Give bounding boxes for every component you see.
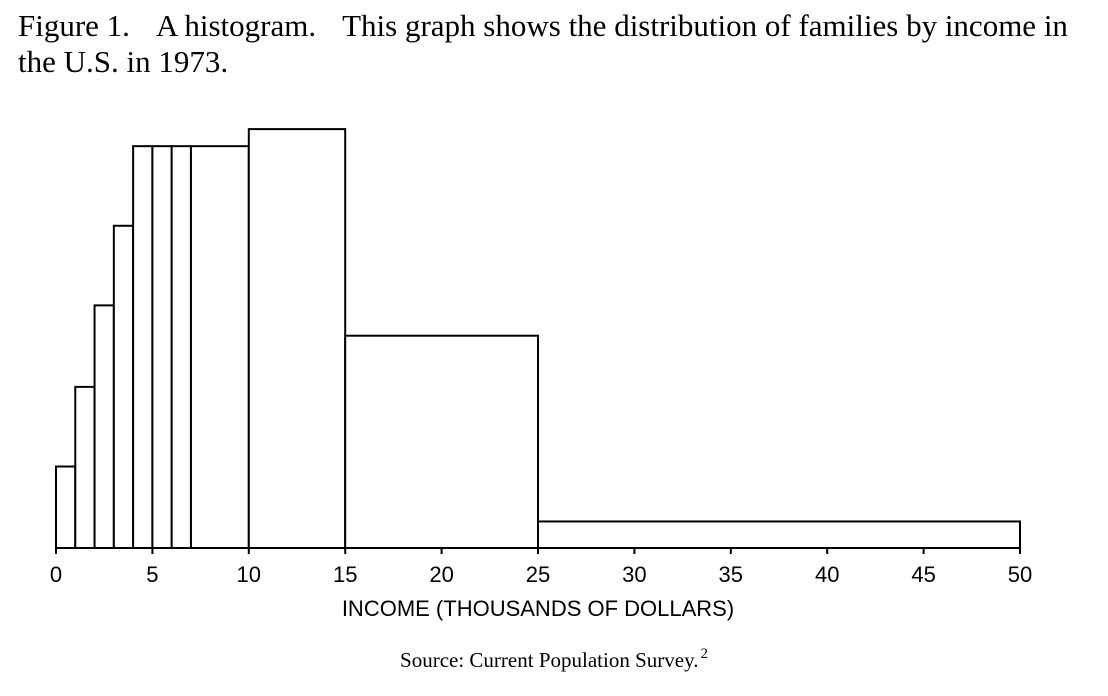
figure-caption-title: A histogram.	[155, 8, 317, 43]
histogram-bar-0-1	[55, 465, 77, 549]
x-tick-label-25: 25	[526, 562, 550, 587]
histogram-bar-25-50	[537, 520, 1021, 549]
histogram-bar-5-6	[151, 145, 173, 549]
histogram-bar-1-2	[74, 385, 96, 549]
histogram-bar-4-5	[132, 145, 154, 549]
histogram-bar-3-4	[112, 224, 135, 549]
source-text: Source: Current Population Survey.	[400, 648, 699, 672]
histogram-bar-15-25	[344, 334, 540, 549]
figure-caption-text: This graph shows the distribution of fam…	[18, 8, 1068, 79]
x-tick-label-50: 50	[1008, 562, 1032, 587]
histogram-bar-10-15	[247, 128, 347, 549]
x-tick-label-10: 10	[237, 562, 261, 587]
x-tick-label-5: 5	[146, 562, 158, 587]
histogram-bar-6-7	[170, 145, 192, 549]
histogram-bar-7-10	[189, 145, 250, 549]
x-axis-ticks: 0 5 10 15 20 25 30 35 40 45 50	[50, 548, 1032, 587]
x-tick-label-20: 20	[429, 562, 453, 587]
figure-label: Figure 1.	[18, 8, 130, 43]
source-note: Source: Current Population Survey. 2	[0, 646, 1108, 673]
x-tick-label-0: 0	[50, 562, 62, 587]
histogram-bars	[55, 128, 1021, 549]
x-axis-title: INCOME (THOUSANDS OF DOLLARS)	[342, 596, 734, 621]
x-tick-label-40: 40	[815, 562, 839, 587]
x-tick-label-30: 30	[622, 562, 646, 587]
x-tick-label-15: 15	[333, 562, 357, 587]
figure-caption: Figure 1. A histogram. This graph shows th…	[18, 8, 1098, 80]
x-tick-label-45: 45	[911, 562, 935, 587]
histogram-chart: 0 5 10 15 20 25 30 35 40 45 50 INCOME (THOUSANDS O…	[50, 128, 1032, 621]
histogram-bar-2-3	[93, 304, 115, 549]
source-footnote: 2	[700, 646, 708, 662]
x-tick-label-35: 35	[719, 562, 743, 587]
